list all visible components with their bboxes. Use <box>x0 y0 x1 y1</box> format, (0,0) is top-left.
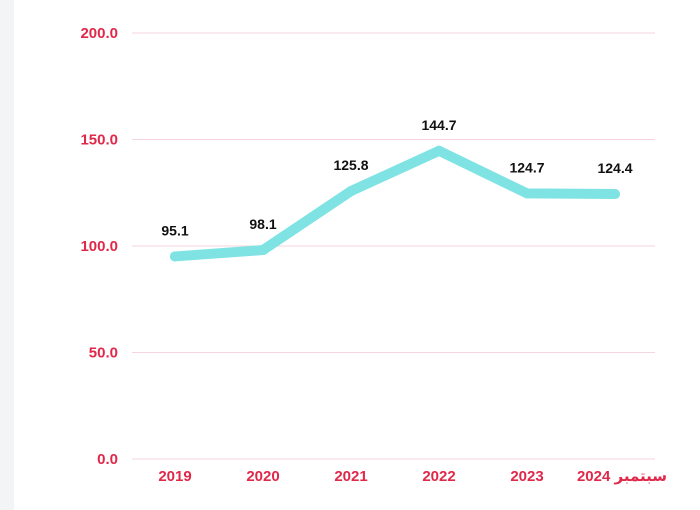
x-tick-label: 2020 <box>246 468 279 485</box>
y-tick-label: 100.0 <box>80 238 118 255</box>
y-tick-label: 200.0 <box>80 25 118 42</box>
data-labels: 95.1 98.1 125.8 144.7 124.7 124.4 <box>161 117 632 239</box>
data-label: 144.7 <box>421 117 456 133</box>
x-tick-label: سبتمبر 2024 <box>577 468 667 485</box>
x-tick-label: 2021 <box>334 468 367 485</box>
series-line <box>170 145 620 262</box>
x-axis-ticks: 2019 2020 2021 2022 2023 سبتمبر 2024 <box>158 468 667 485</box>
x-tick-label: 2019 <box>158 468 191 485</box>
data-point <box>258 245 268 256</box>
data-label: 125.8 <box>333 157 368 173</box>
chart-card <box>14 0 700 510</box>
data-point <box>610 189 620 200</box>
y-tick-label: 150.0 <box>80 132 118 149</box>
series-layer <box>170 145 620 262</box>
data-point <box>522 188 532 199</box>
data-point <box>434 145 444 156</box>
y-tick-label: 50.0 <box>89 345 118 362</box>
grid-lines <box>132 32 655 460</box>
data-label: 124.4 <box>597 160 632 176</box>
data-label: 98.1 <box>249 216 276 232</box>
y-axis-ticks: 0.0 50.0 100.0 150.0 200.0 <box>80 25 118 468</box>
data-label: 95.1 <box>161 222 188 238</box>
data-point <box>170 251 180 262</box>
x-tick-label: 2022 <box>422 468 455 485</box>
data-point <box>346 186 356 197</box>
data-label: 124.7 <box>509 159 544 175</box>
y-tick-label: 0.0 <box>97 451 118 468</box>
x-tick-label: 2023 <box>510 468 543 485</box>
